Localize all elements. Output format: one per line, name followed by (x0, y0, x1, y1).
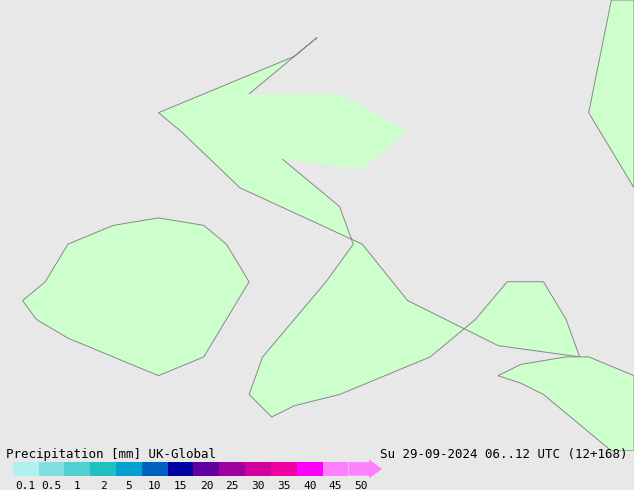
Bar (219, 462, 245, 476)
Bar (116, 462, 142, 476)
Text: Precipitation [mm] UK-Global: Precipitation [mm] UK-Global (6, 448, 216, 461)
Bar (193, 462, 219, 476)
Bar (271, 462, 297, 476)
Text: 30: 30 (251, 481, 265, 490)
Polygon shape (498, 357, 634, 451)
Text: 40: 40 (303, 481, 316, 490)
Polygon shape (589, 0, 634, 188)
Text: 50: 50 (354, 481, 368, 490)
Text: 1: 1 (74, 481, 81, 490)
Bar (90, 462, 116, 476)
Text: 0.1: 0.1 (15, 481, 36, 490)
Text: 10: 10 (148, 481, 162, 490)
Text: 15: 15 (174, 481, 187, 490)
Polygon shape (158, 38, 579, 417)
Bar (64, 462, 90, 476)
Text: 2: 2 (100, 481, 107, 490)
Bar (167, 462, 193, 476)
Bar (13, 462, 39, 476)
Text: 20: 20 (200, 481, 213, 490)
Text: 5: 5 (126, 481, 133, 490)
Bar (39, 462, 64, 476)
Polygon shape (23, 218, 249, 376)
Polygon shape (181, 94, 408, 169)
Bar (323, 462, 349, 476)
Text: 25: 25 (226, 481, 239, 490)
Text: 0.5: 0.5 (41, 481, 61, 490)
Bar (297, 462, 323, 476)
FancyArrow shape (349, 460, 382, 478)
Text: Su 29-09-2024 06..12 UTC (12+168): Su 29-09-2024 06..12 UTC (12+168) (380, 448, 628, 461)
Text: 35: 35 (277, 481, 290, 490)
Text: 45: 45 (329, 481, 342, 490)
Bar (142, 462, 167, 476)
Bar (245, 462, 271, 476)
